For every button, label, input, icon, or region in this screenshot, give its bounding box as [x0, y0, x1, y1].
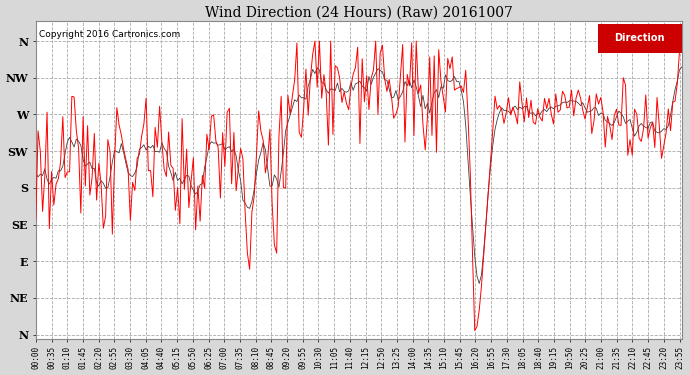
Text: Copyright 2016 Cartronics.com: Copyright 2016 Cartronics.com: [39, 30, 180, 39]
Title: Wind Direction (24 Hours) (Raw) 20161007: Wind Direction (24 Hours) (Raw) 20161007: [205, 6, 513, 20]
